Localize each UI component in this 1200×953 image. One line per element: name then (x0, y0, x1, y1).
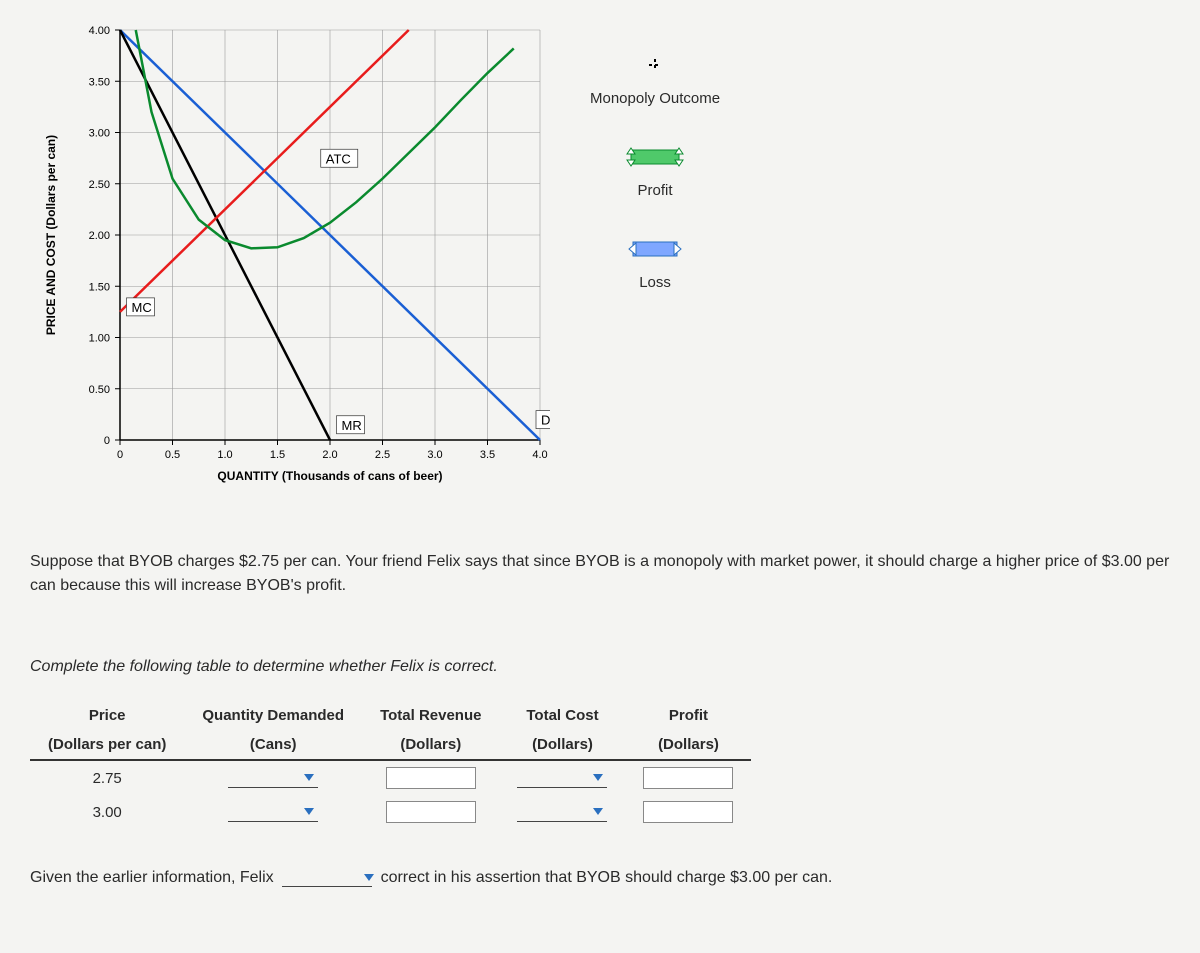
final-suffix: correct in his assertion that BYOB shoul… (381, 869, 833, 886)
legend-label: Monopoly Outcome (590, 90, 720, 107)
table-header: Total Revenue (362, 701, 499, 730)
svg-text:3.5: 3.5 (480, 449, 495, 461)
svg-text:PRICE AND COST (Dollars per ca: PRICE AND COST (Dollars per can) (44, 135, 58, 335)
svg-text:0.50: 0.50 (89, 384, 110, 396)
quantity-dropdown[interactable] (228, 768, 318, 788)
svg-text:3.50: 3.50 (89, 76, 110, 88)
table-header: Total Cost (499, 701, 625, 730)
table-header: Quantity Demanded (184, 701, 362, 730)
svg-text:MR: MR (342, 418, 362, 433)
svg-text:2.5: 2.5 (375, 449, 390, 461)
total-revenue-input[interactable] (386, 767, 476, 789)
final-sentence: Given the earlier information, Felix cor… (30, 869, 1170, 887)
table-subheader: (Cans) (184, 730, 362, 760)
total-cost-dropdown[interactable] (517, 768, 607, 788)
total-revenue-input[interactable] (386, 801, 476, 823)
legend-label: Loss (590, 274, 720, 291)
paragraph-1: Suppose that BYOB charges $2.75 per can.… (30, 550, 1170, 598)
profit-input[interactable] (643, 767, 733, 789)
chart-and-legend: 00.51.01.52.02.53.03.54.000.501.001.502.… (30, 20, 1170, 500)
svg-text:MC: MC (132, 300, 152, 315)
table-subheader: (Dollars) (499, 730, 625, 760)
profit-input[interactable] (643, 801, 733, 823)
svg-text:0: 0 (104, 435, 110, 447)
svg-text:4.0: 4.0 (532, 449, 547, 461)
legend-label: Profit (590, 182, 720, 199)
price-cell: 3.00 (30, 795, 184, 829)
svg-text:3.0: 3.0 (427, 449, 442, 461)
svg-text:1.0: 1.0 (217, 449, 232, 461)
table-header: Profit (625, 701, 751, 730)
svg-text:3.00: 3.00 (89, 128, 110, 140)
economics-chart: 00.51.01.52.02.53.03.54.000.501.001.502.… (30, 20, 550, 500)
final-prefix: Given the earlier information, Felix (30, 869, 274, 886)
svg-text:0.5: 0.5 (165, 449, 180, 461)
total-cost-dropdown[interactable] (517, 802, 607, 822)
svg-text:QUANTITY (Thousands of cans of: QUANTITY (Thousands of cans of beer) (217, 469, 442, 483)
legend-monopoly-outcome: Monopoly Outcome (590, 50, 720, 107)
svg-text:2.0: 2.0 (322, 449, 337, 461)
legend-column: Monopoly Outcome Profit Loss (590, 20, 720, 326)
legend-profit: Profit (590, 142, 720, 199)
profit-table: PriceQuantity DemandedTotal RevenueTotal… (30, 701, 751, 829)
svg-text:ATC: ATC (326, 151, 351, 166)
table-subheader: (Dollars per can) (30, 730, 184, 760)
svg-text:4.00: 4.00 (89, 25, 110, 37)
svg-text:1.50: 1.50 (89, 281, 110, 293)
svg-text:1.5: 1.5 (270, 449, 285, 461)
svg-text:2.00: 2.00 (89, 230, 110, 242)
table-subheader: (Dollars) (362, 730, 499, 760)
price-cell: 2.75 (30, 760, 184, 795)
svg-text:1.00: 1.00 (89, 333, 110, 345)
chart-svg: 00.51.01.52.02.53.03.54.000.501.001.502.… (30, 20, 550, 500)
table-subheader: (Dollars) (625, 730, 751, 760)
quantity-dropdown[interactable] (228, 802, 318, 822)
table-instruction: Complete the following table to determin… (30, 658, 1170, 676)
table-row: 3.00 (30, 795, 751, 829)
svg-text:2.50: 2.50 (89, 179, 110, 191)
is-correct-dropdown[interactable] (282, 869, 372, 887)
svg-text:D: D (541, 413, 550, 428)
table-header: Price (30, 701, 184, 730)
table-row: 2.75 (30, 760, 751, 795)
svg-text:0: 0 (117, 449, 123, 461)
legend-loss: Loss (590, 234, 720, 291)
